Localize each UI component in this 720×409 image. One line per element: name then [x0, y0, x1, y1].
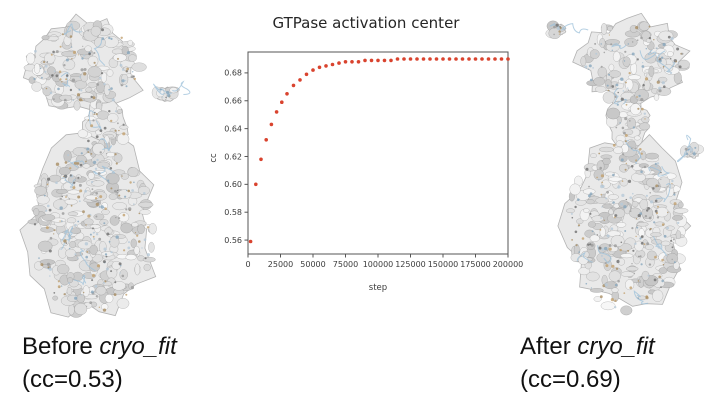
svg-text:0.66: 0.66 — [224, 97, 242, 106]
svg-text:0.58: 0.58 — [224, 208, 242, 217]
svg-text:200000: 200000 — [493, 260, 524, 269]
convergence-chart: GTPase activation center 0 25000 50000 7500… — [209, 10, 523, 310]
svg-text:0.64: 0.64 — [224, 124, 242, 133]
svg-text:0.62: 0.62 — [224, 152, 242, 161]
svg-text:100000: 100000 — [363, 260, 394, 269]
svg-text:0.60: 0.60 — [224, 180, 242, 189]
after-density-map — [545, 12, 705, 316]
svg-text:125000: 125000 — [395, 260, 426, 269]
svg-text:150000: 150000 — [428, 260, 459, 269]
before-caption-prefix: Before — [22, 333, 100, 360]
x-axis-label: step — [369, 283, 387, 293]
svg-text:175000: 175000 — [460, 260, 491, 269]
before-density-map — [19, 13, 191, 318]
svg-text:75000: 75000 — [333, 260, 358, 269]
svg-text:25000: 25000 — [268, 260, 293, 269]
after-caption-cc: (cc=0.69) — [520, 366, 621, 393]
after-caption-prefix: After — [520, 333, 578, 360]
svg-text:50000: 50000 — [300, 260, 325, 269]
after-caption-tool-name: cryo_fit — [577, 333, 655, 360]
svg-text:0.68: 0.68 — [224, 69, 242, 78]
after-caption: After cryo_fit (cc=0.69) — [520, 330, 655, 396]
svg-text:0: 0 — [245, 260, 250, 269]
svg-text:0.56: 0.56 — [224, 236, 242, 245]
cc-vs-step-plot: 0 25000 50000 75000 100000 125000 150000 175000… — [209, 51, 524, 293]
after-caption-line1: After cryo_fit — [520, 330, 655, 363]
before-caption-tool-name: cryo_fit — [99, 333, 177, 360]
before-caption-line1: Before cryo_fit — [22, 330, 177, 363]
before-caption: Before cryo_fit (cc=0.53) — [22, 330, 177, 396]
chart-title: GTPase activation center — [272, 14, 460, 32]
before-caption-cc: (cc=0.53) — [22, 366, 123, 393]
y-axis-label: cc — [209, 153, 219, 163]
